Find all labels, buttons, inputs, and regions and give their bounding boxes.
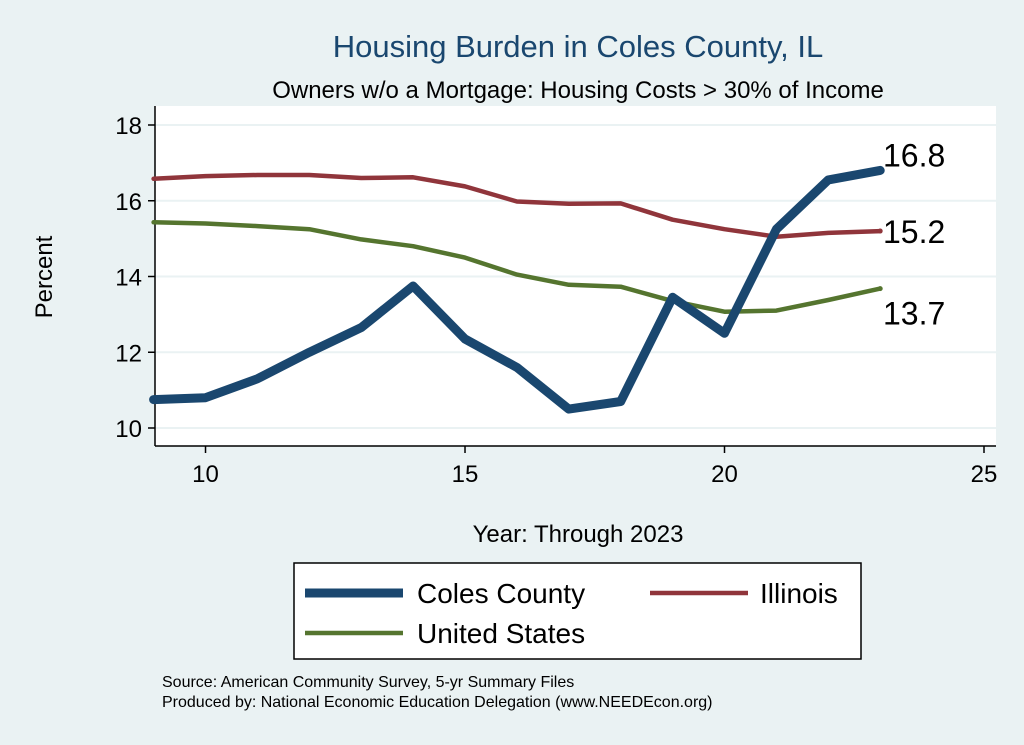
legend-label-united-states: United States: [417, 618, 585, 649]
series-line-illinois: [151, 172, 883, 239]
x-tick-label: 25: [971, 461, 998, 488]
y-tick-label: 10: [115, 416, 142, 443]
legend: Coles County Illinois United States: [293, 562, 862, 660]
series-endpoint-illinois: [877, 228, 883, 234]
y-axis-title: Percent: [31, 235, 58, 318]
series-endpoint-coles-county: [876, 166, 884, 174]
end-label-united-states: 13.7: [883, 296, 945, 332]
legend-label-coles-county: Coles County: [417, 578, 585, 609]
x-axis-title: Year: Through 2023: [473, 521, 684, 548]
legend-label-illinois: Illinois: [760, 578, 838, 609]
series-layer: [149, 165, 885, 414]
producer-note: Produced by: National Economic Education…: [162, 694, 713, 711]
end-labels: 16.8 15.2 13.7: [883, 137, 945, 331]
chart-subtitle: Owners w/o a Mortgage: Housing Costs > 3…: [272, 77, 884, 104]
axes: 10 12 14 16 18 10 15 20 25: [115, 106, 997, 488]
source-note: Source: American Community Survey, 5-yr …: [162, 674, 574, 691]
gridlines: [155, 124, 996, 429]
chart-title: Housing Burden in Coles County, IL: [333, 29, 824, 64]
x-tick-label: 15: [452, 461, 479, 488]
series-endpoint-united-states: [877, 286, 883, 292]
y-tick-label: 16: [115, 189, 142, 216]
x-tick-label: 10: [192, 461, 219, 488]
end-label-illinois: 15.2: [883, 214, 945, 250]
y-tick-label: 12: [115, 340, 142, 367]
x-tick-label: 20: [711, 461, 738, 488]
legend-box: [293, 562, 862, 660]
y-tick-label: 14: [115, 265, 142, 292]
end-label-coles-county: 16.8: [883, 137, 945, 173]
series-line-united-states: [151, 220, 883, 314]
y-tick-label: 18: [115, 113, 142, 140]
series-line-coles-county: [149, 165, 885, 414]
